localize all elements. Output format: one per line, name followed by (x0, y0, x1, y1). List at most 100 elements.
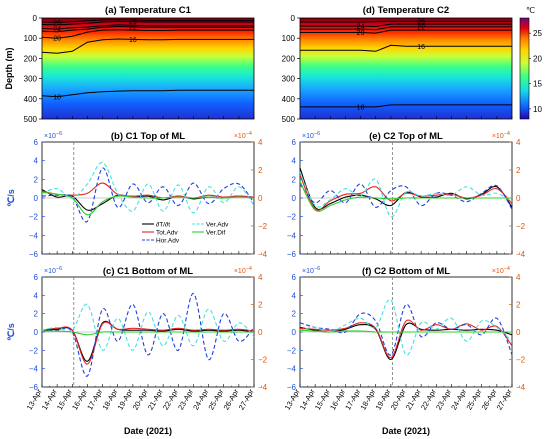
series-line-f-3 (299, 299, 513, 356)
rate-axis-label-c: ℃/s (6, 323, 16, 341)
contour-22-a (41, 25, 254, 33)
contour-16-a (41, 38, 254, 54)
heatmap-field-a (42, 18, 254, 119)
line-panel-f: (f) C2 Bottom of ML −6 −4 −2 0 2 4 6 −4 −2 0 2 4 ×10−… (287, 266, 526, 392)
left-scale-exponent-b: −6 (56, 131, 62, 137)
panel-title-d: (d) Temperature C2 (363, 5, 449, 16)
legend-label: Ver.Adv (206, 221, 229, 228)
colorbar-tick-label: 15 (533, 80, 542, 89)
right-tick-label-f: 4 (516, 273, 521, 282)
right-tick-label-c: 4 (258, 273, 263, 282)
left-tick-label-f: 4 (292, 291, 297, 300)
contour-label-d: 26 (417, 19, 425, 26)
left-scale-label-c: ×10−6 (44, 266, 62, 275)
right-scale-label-e: ×10−4 (492, 131, 510, 140)
left-tick-label-b: 0 (34, 194, 39, 203)
right-tick-label-c: −4 (258, 383, 268, 392)
left-tick-label-e: −6 (287, 250, 297, 259)
panel-title-c: (c) C1 Bottom of ML (103, 266, 193, 277)
left-scale-exponent-e: −6 (314, 131, 320, 137)
series-line-e-2 (299, 183, 513, 210)
contour-label-d: 10 (357, 104, 365, 111)
date-axis-label-f: Date (2021) (382, 426, 430, 436)
depth-tick-label-d: 0 (291, 14, 296, 23)
depth-tick-label-d: 100 (282, 34, 296, 43)
right-tick-label-e: −4 (516, 250, 526, 259)
left-scale-label-b: ×10−6 (44, 131, 62, 140)
panel-title-a: (a) Temperature C1 (105, 5, 192, 16)
contour-label-a: 26 (53, 20, 61, 27)
left-tick-label-b: −2 (29, 213, 39, 222)
right-tick-label-b: 2 (258, 166, 263, 175)
right-scale-exponent-e: −4 (504, 131, 510, 137)
left-tick-label-f: −6 (287, 383, 297, 392)
depth-tick-label-a: 200 (24, 54, 38, 63)
depth-tick-label-d: 300 (282, 75, 296, 84)
right-scale-label-f: ×10−4 (492, 266, 510, 275)
contour-label-a: 20 (53, 36, 61, 43)
series-line-f-1 (299, 319, 513, 359)
heatmap-panel-d: (d) Temperature C2 0 100 200 300 400 500 26 24 22… (282, 5, 543, 124)
colorbar-tick-label: 10 (533, 105, 542, 114)
depth-tick-label-d: 500 (282, 115, 296, 124)
line-panel-c: (c) C1 Bottom of ML −6 −4 −2 0 2 4 6 −4 −2 0 2 4 ×10−… (6, 266, 268, 392)
series-line-b-1 (41, 182, 255, 199)
right-tick-label-b: 4 (258, 138, 263, 147)
right-tick-label-b: −4 (258, 250, 268, 259)
right-tick-label-f: −2 (516, 356, 526, 365)
contour-22-d (300, 26, 512, 31)
right-tick-label-e: 4 (516, 138, 521, 147)
right-scale-exponent-c: −4 (246, 266, 252, 272)
right-tick-label-b: −2 (258, 222, 268, 231)
left-tick-label-f: 0 (292, 328, 297, 337)
heatmap-field-d (300, 18, 512, 119)
left-tick-label-e: 6 (292, 138, 297, 147)
date-tick-label-f: 27-Apr (495, 387, 514, 411)
panel-title-e: (e) C2 Top of ML (369, 131, 443, 142)
right-tick-label-f: 2 (516, 301, 521, 310)
series-line-e-3 (299, 171, 513, 218)
left-scale-label-f: ×10−6 (302, 266, 320, 275)
depth-tick-label-d: 400 (282, 95, 296, 104)
left-tick-label-c: 4 (34, 291, 39, 300)
left-tick-label-e: 4 (292, 157, 297, 166)
series-line-c-1 (41, 321, 255, 365)
left-tick-label-c: −4 (29, 365, 39, 374)
left-tick-label-f: 6 (292, 273, 297, 282)
legend-label: Tot.Adv (156, 229, 178, 236)
date-axis-label-c: Date (2021) (124, 426, 172, 436)
contour-10-a (41, 89, 254, 98)
left-tick-label-e: −4 (287, 231, 297, 240)
right-tick-label-e: −2 (516, 222, 526, 231)
contour-label-a: 22 (129, 24, 137, 31)
panel-title-f: (f) C2 Bottom of ML (362, 266, 450, 277)
contour-20-d (300, 29, 512, 34)
right-tick-label-c: −2 (258, 356, 268, 365)
depth-axis-label: Depth (m) (4, 48, 14, 90)
left-tick-label-c: 2 (34, 310, 39, 319)
date-axis-layer: 13-Apr14-Apr15-Apr16-Apr17-Apr18-Apr19-A… (25, 387, 514, 436)
right-scale-exponent-b: −4 (246, 131, 252, 137)
contour-10-d (300, 104, 512, 108)
contour-label-a: 24 (53, 27, 61, 34)
right-tick-label-f: 0 (516, 328, 521, 337)
series-line-c-3 (41, 303, 255, 351)
colorbar-unit-label: ℃ (526, 6, 535, 15)
left-tick-label-b: −4 (29, 231, 39, 240)
heatmap-panel-a: (a) Temperature C1 0 100 200 300 400 500 Depth … (4, 5, 255, 124)
right-tick-label-c: 2 (258, 301, 263, 310)
rate-axis-label-b: ℃/s (6, 189, 16, 207)
left-tick-label-b: −6 (29, 250, 39, 259)
right-scale-exponent-f: −4 (504, 266, 510, 272)
contour-label-d: 24 (357, 24, 365, 31)
left-tick-label-e: 2 (292, 175, 297, 184)
left-tick-label-c: −2 (29, 346, 39, 355)
series-line-b-2 (41, 167, 255, 223)
right-tick-label-e: 0 (516, 194, 521, 203)
contour-24-d (300, 23, 512, 28)
series-line-b-3 (41, 161, 255, 214)
contour-16-d (300, 44, 512, 52)
contour-label-a: 10 (53, 94, 61, 101)
